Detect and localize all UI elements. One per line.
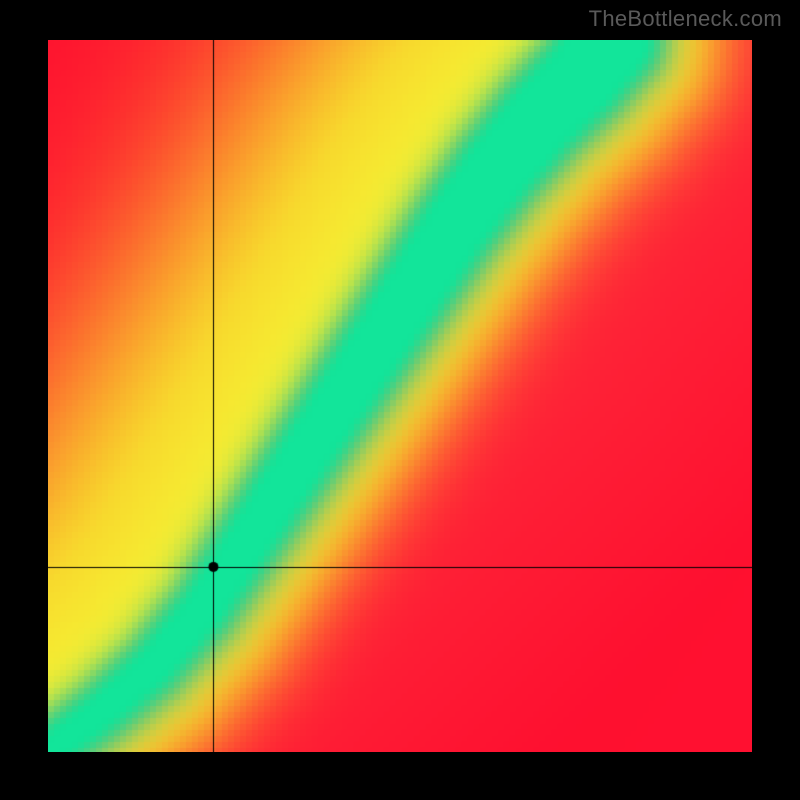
- attribution-text: TheBottleneck.com: [589, 6, 782, 32]
- chart-frame: TheBottleneck.com: [0, 0, 800, 800]
- bottleneck-heatmap: [48, 40, 752, 752]
